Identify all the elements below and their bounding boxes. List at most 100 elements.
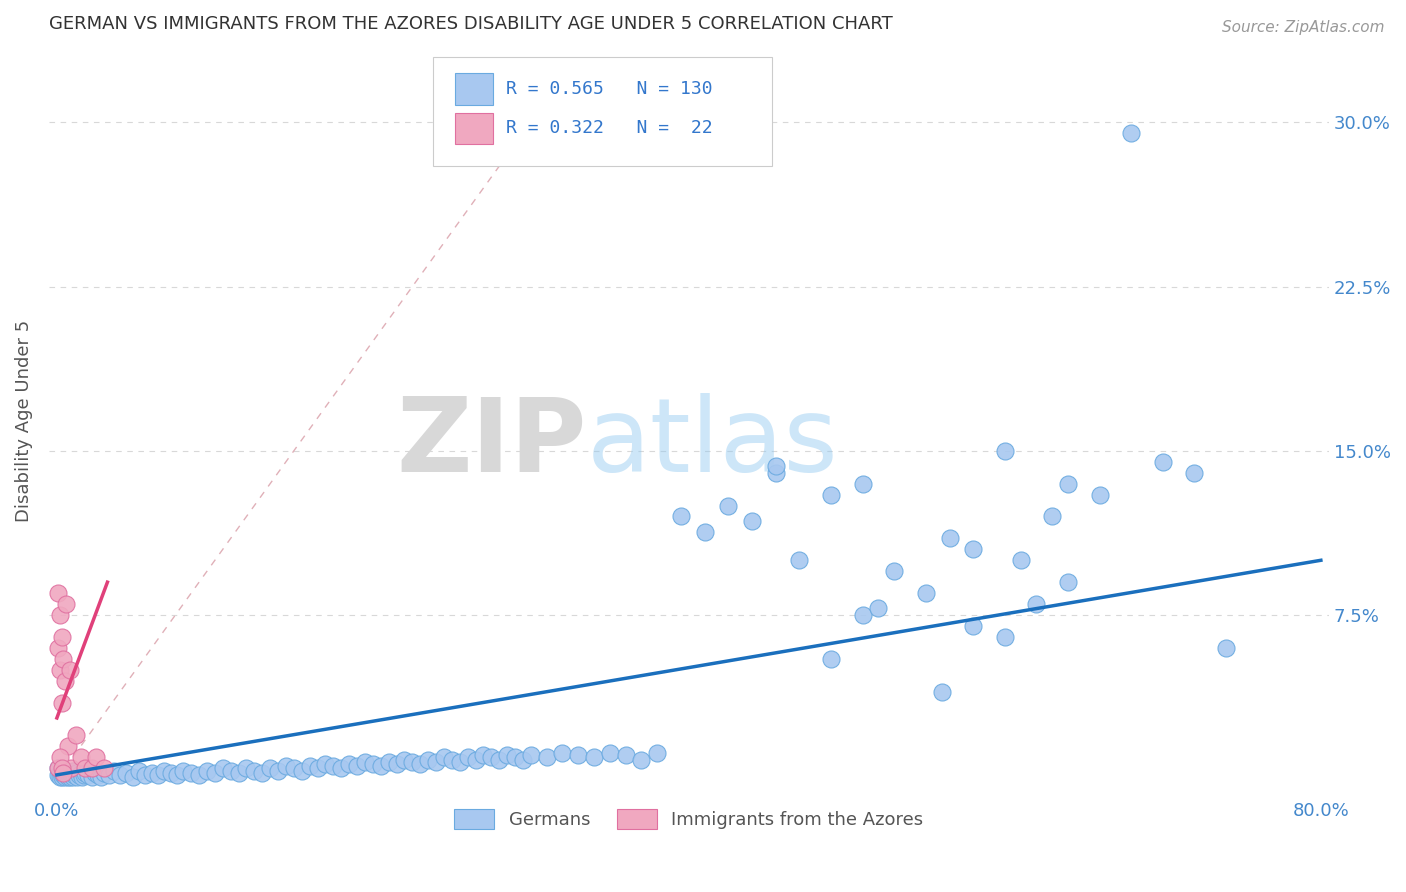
Point	[134, 768, 156, 782]
Point	[67, 768, 90, 782]
Point	[146, 768, 169, 782]
Point	[159, 765, 181, 780]
Point	[693, 524, 716, 539]
Point	[51, 761, 73, 775]
Point	[60, 761, 83, 775]
Point	[883, 564, 905, 578]
Point	[48, 761, 70, 775]
Point	[228, 765, 250, 780]
Point	[141, 765, 163, 780]
Point	[962, 542, 984, 557]
Point	[49, 607, 72, 622]
Point	[51, 768, 73, 782]
Point	[567, 748, 589, 763]
Point	[472, 748, 495, 763]
Bar	[454, 73, 494, 105]
Point	[48, 586, 70, 600]
Point	[915, 586, 938, 600]
Text: R = 0.565   N = 130: R = 0.565 N = 130	[506, 80, 713, 98]
Point	[75, 761, 97, 775]
Point	[121, 770, 143, 784]
Point	[55, 597, 77, 611]
Text: ZIP: ZIP	[396, 393, 586, 494]
Point	[931, 684, 953, 698]
Point	[180, 765, 202, 780]
Legend: Germans, Immigrants from the Azores: Germans, Immigrants from the Azores	[447, 801, 931, 837]
Point	[1025, 597, 1047, 611]
Point	[51, 630, 73, 644]
Point	[75, 765, 97, 780]
Point	[73, 768, 96, 782]
Point	[53, 765, 76, 780]
Point	[53, 673, 76, 688]
Point	[219, 764, 242, 778]
Text: Source: ZipAtlas.com: Source: ZipAtlas.com	[1222, 20, 1385, 35]
Point	[259, 761, 281, 775]
Point	[172, 764, 194, 778]
Point	[153, 764, 176, 778]
FancyBboxPatch shape	[433, 57, 772, 166]
Point	[520, 748, 543, 763]
Bar	[454, 112, 494, 145]
Point	[69, 750, 91, 764]
Point	[291, 764, 314, 778]
Point	[69, 765, 91, 780]
Point	[98, 768, 121, 782]
Text: GERMAN VS IMMIGRANTS FROM THE AZORES DISABILITY AGE UNDER 5 CORRELATION CHART: GERMAN VS IMMIGRANTS FROM THE AZORES DIS…	[49, 15, 893, 33]
Point	[166, 768, 188, 782]
Point	[58, 768, 80, 782]
Point	[1010, 553, 1032, 567]
Point	[440, 753, 463, 767]
Point	[115, 765, 138, 780]
Point	[83, 765, 105, 780]
Point	[307, 761, 329, 775]
Point	[56, 765, 79, 780]
Point	[425, 755, 447, 769]
Point	[599, 746, 621, 760]
Point	[330, 761, 353, 775]
Point	[457, 750, 479, 764]
Point	[337, 756, 360, 771]
Point	[418, 753, 440, 767]
Point	[464, 753, 486, 767]
Point	[361, 756, 384, 771]
Point	[354, 755, 377, 769]
Point	[243, 764, 266, 778]
Point	[52, 765, 75, 780]
Point	[503, 750, 526, 764]
Point	[51, 764, 73, 778]
Point	[56, 739, 79, 754]
Point	[51, 770, 73, 784]
Point	[65, 765, 87, 780]
Point	[346, 759, 368, 773]
Point	[314, 756, 336, 771]
Point	[488, 753, 510, 767]
Point	[90, 770, 112, 784]
Text: R = 0.322   N =  22: R = 0.322 N = 22	[506, 120, 713, 137]
Point	[551, 746, 574, 760]
Point	[49, 663, 72, 677]
Point	[1215, 640, 1237, 655]
Point	[394, 753, 416, 767]
Point	[868, 601, 890, 615]
Point	[401, 755, 423, 769]
Point	[820, 652, 842, 666]
Point	[60, 765, 83, 780]
Point	[433, 750, 456, 764]
Point	[267, 764, 290, 778]
Point	[52, 765, 75, 780]
Point	[274, 759, 297, 773]
Point	[51, 696, 73, 710]
Point	[195, 764, 218, 778]
Text: atlas: atlas	[586, 393, 838, 494]
Point	[938, 532, 960, 546]
Point	[48, 768, 70, 782]
Point	[128, 764, 150, 778]
Point	[235, 761, 257, 775]
Point	[1121, 126, 1143, 140]
Point	[994, 443, 1017, 458]
Point	[512, 753, 534, 767]
Point	[962, 619, 984, 633]
Point	[62, 764, 84, 778]
Point	[58, 770, 80, 784]
